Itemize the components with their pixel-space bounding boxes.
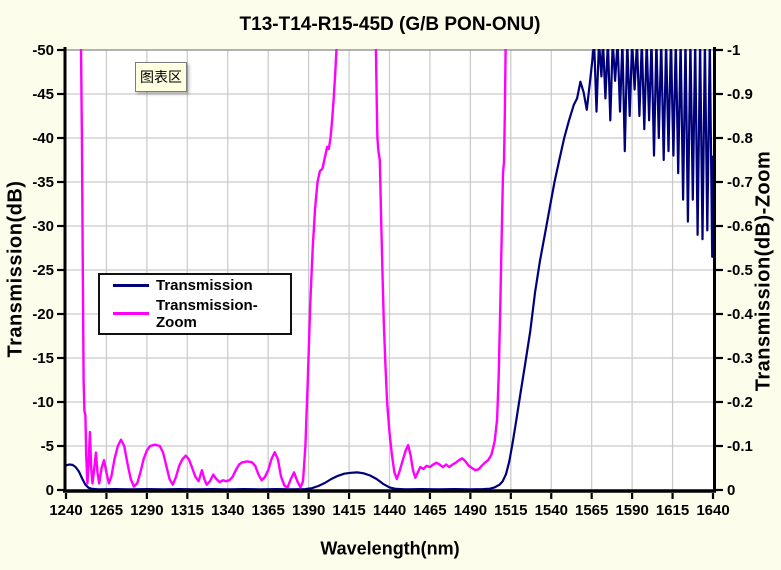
y-left-tick-label: -45 (32, 86, 54, 103)
x-tick-label: 1240 (49, 502, 82, 519)
x-tick-label: 1540 (535, 502, 568, 519)
x-tick-label: 1265 (90, 502, 123, 519)
chart-area-tooltip-label: 图表区 (140, 69, 182, 85)
legend-item-transmission[interactable]: Transmission (113, 277, 290, 294)
x-tick-label: 1515 (494, 502, 527, 519)
x-tick-label: 1365 (252, 502, 285, 519)
y-left-tick-label: -25 (32, 262, 54, 279)
y-right-tick-label: -0.3 (727, 350, 753, 367)
y-right-tick-label: -0.7 (727, 174, 753, 191)
x-tick-label: 1290 (130, 502, 163, 519)
y-right-tick-label: -0.5 (727, 262, 753, 279)
y-left-tick-label: -20 (32, 306, 54, 323)
y-left-tick-label: -30 (32, 218, 54, 235)
y-left-tick-label: -10 (32, 394, 54, 411)
y-left-tick-label: -35 (32, 174, 54, 191)
x-tick-label: 1440 (373, 502, 406, 519)
y-axis-title-right: Transmission(dB)-Zoom (752, 150, 775, 392)
y-right-tick-label: -0.8 (727, 130, 753, 147)
chart-title: T13-T14-R15-45D (G/B PON-ONU) (239, 14, 541, 35)
y-right-tick-label: -0.2 (727, 394, 753, 411)
y-right-tick-label: -0.6 (727, 218, 753, 235)
x-tick-label: 1640 (696, 502, 729, 519)
x-axis-title: Wavelength(nm) (320, 538, 460, 559)
y-right-tick-label: -0.9 (727, 86, 753, 103)
y-axis-title-left: Transmission(dB) (4, 180, 27, 358)
y-right-tick-label: -0.1 (727, 438, 753, 455)
x-tick-label: 1565 (575, 502, 608, 519)
y-left-tick-label: -15 (32, 350, 54, 367)
x-tick-label: 1465 (413, 502, 446, 519)
series-line-transmission-zoom[interactable] (66, 0, 713, 489)
legend-line-swatch-transmission-zoom (113, 312, 149, 316)
y-right-tick-label: -1 (727, 42, 740, 59)
series-line-transmission[interactable] (66, 41, 713, 491)
legend[interactable]: Transmission Transmission-Zoom (98, 273, 292, 335)
chart-area-tooltip: 图表区 (135, 62, 187, 92)
legend-label-transmission: Transmission (156, 277, 253, 295)
x-tick-label: 1590 (615, 502, 648, 519)
legend-label-transmission-zoom: Transmission-Zoom (156, 296, 258, 331)
x-tick-label: 1490 (454, 502, 487, 519)
y-left-tick-label: -40 (32, 130, 54, 147)
legend-line-swatch-transmission (113, 284, 149, 288)
x-tick-label: 1315 (171, 502, 204, 519)
y-left-tick-label: -5 (41, 438, 54, 455)
legend-item-transmission-zoom[interactable]: Transmission-Zoom (113, 297, 290, 331)
x-tick-label: 1615 (656, 502, 689, 519)
x-tick-label: 1340 (211, 502, 244, 519)
y-right-tick-label: -0.4 (727, 306, 754, 323)
x-tick-label: 1390 (292, 502, 325, 519)
y-left-tick-label: 0 (46, 482, 54, 499)
x-tick-label: 1415 (332, 502, 365, 519)
y-left-tick-label: -50 (32, 42, 54, 59)
y-right-tick-label: 0 (727, 482, 735, 499)
